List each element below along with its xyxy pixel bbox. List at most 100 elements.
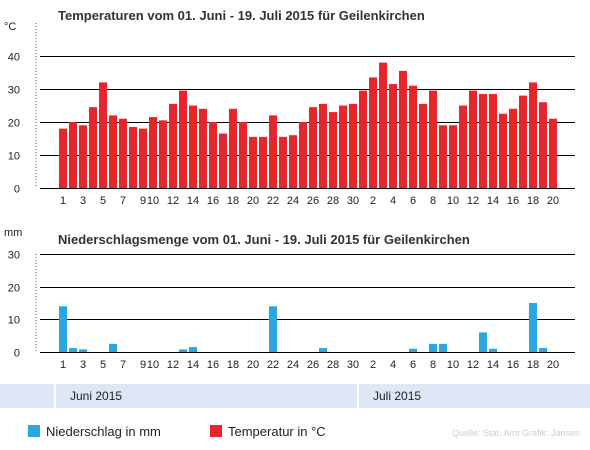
temperature-bar [109, 115, 117, 188]
x-tick-label: 14 [187, 195, 199, 207]
x-tick-label: 3 [80, 195, 86, 207]
x-tick-label: 30 [347, 195, 359, 207]
x-tick-label: 16 [207, 359, 219, 371]
temperature-bar [369, 77, 377, 188]
x-tick-label: 6 [410, 359, 416, 371]
precipitation-bar [429, 343, 437, 352]
legend-item-precipitation: Niederschlag in mm [28, 424, 161, 439]
x-tick-label: 7 [120, 359, 126, 371]
precipitation-bar [189, 347, 197, 352]
legend-item-temperature: Temperatur in °C [210, 424, 326, 439]
temperature-bar [129, 126, 137, 188]
temperature-bar [69, 122, 77, 188]
temperature-bar [359, 90, 367, 188]
x-tick-label: 20 [547, 195, 559, 207]
x-tick-label: 7 [120, 195, 126, 207]
x-tick-label: 20 [247, 195, 259, 207]
temperature-bar [149, 117, 157, 188]
temperature-bar [89, 107, 97, 188]
precipitation-bar [59, 306, 67, 352]
temperature-y-ticks: 0 10 20 30 40 [8, 52, 20, 196]
precipitation-bar [109, 343, 117, 352]
temperature-bar [539, 102, 547, 188]
legend-label-precipitation: Niederschlag in mm [46, 424, 161, 439]
temperature-unit-label: °C [4, 21, 16, 33]
temperature-bar [409, 85, 417, 188]
source-credit: Quelle: Stat. Amt Grafik: Jansen [451, 428, 580, 438]
temperature-bar [419, 103, 427, 188]
legend: Niederschlag in mm Temperatur in °C [0, 420, 590, 444]
temperature-bar [299, 122, 307, 188]
temperature-bar [159, 120, 167, 188]
temperature-bar [139, 128, 147, 188]
temperature-bar [119, 118, 127, 188]
temperature-bar [169, 103, 177, 188]
x-tick-label: 8 [430, 195, 436, 207]
temperature-x-ticks: 1 3 5 7 9 10 12 14 16 18 20 22 24 26 28 30 2 4 6 8 10 12 14 16 1… [60, 195, 559, 207]
temperature-bar [239, 122, 247, 188]
temperature-bar [399, 70, 407, 188]
x-tick-label: 18 [227, 359, 239, 371]
temperature-bar [259, 136, 267, 188]
precipitation-bar [179, 349, 187, 352]
x-tick-label: 14 [487, 359, 499, 371]
y-tick-label: 20 [8, 118, 20, 130]
temperature-bar [79, 125, 87, 188]
temperature-bar [349, 103, 357, 188]
precipitation-bar [529, 303, 537, 352]
precipitation-bar [479, 332, 487, 352]
x-tick-label: 20 [547, 359, 559, 371]
y-tick-label: 0 [14, 184, 20, 196]
month-label-july: Juli 2015 [359, 384, 590, 408]
temperature-bar [179, 90, 187, 188]
temperature-bar [469, 90, 477, 188]
precipitation-bar [319, 348, 327, 352]
x-tick-label: 12 [467, 359, 479, 371]
x-tick-label: 5 [100, 195, 106, 207]
temperature-bar [489, 93, 497, 188]
x-tick-label: 1 [60, 359, 66, 371]
x-tick-label: 24 [287, 359, 299, 371]
temperature-bar [289, 135, 297, 188]
temperature-bar [479, 93, 487, 188]
temperature-bar [229, 108, 237, 188]
temperature-bar [379, 62, 387, 188]
precipitation-bar [269, 306, 277, 352]
x-tick-label: 30 [347, 359, 359, 371]
x-tick-label: 6 [410, 195, 416, 207]
x-tick-label: 26 [307, 195, 319, 207]
x-tick-label: 16 [207, 195, 219, 207]
precipitation-bars [59, 303, 547, 352]
month-band-spacer [0, 384, 54, 408]
precipitation-chart-title: Niederschlagsmenge vom 01. Juni - 19. Ju… [58, 232, 470, 247]
x-tick-label: 16 [507, 195, 519, 207]
temperature-swatch [210, 425, 222, 437]
temperature-bar [519, 95, 527, 188]
x-tick-label: 8 [430, 359, 436, 371]
temperature-bar [529, 82, 537, 188]
x-tick-label: 16 [507, 359, 519, 371]
y-tick-label: 10 [8, 151, 20, 163]
chart-area: Temperaturen vom 01. Juni - 19. Juli 201… [4, 8, 575, 371]
temperature-bar [429, 90, 437, 188]
temperature-bar [99, 82, 107, 188]
temperature-bar [309, 107, 317, 188]
temperature-bar [509, 108, 517, 188]
temperature-bar [269, 115, 277, 188]
x-tick-label: 4 [390, 359, 396, 371]
x-tick-label: 24 [287, 195, 299, 207]
temperature-bar [209, 122, 217, 188]
temperature-bar [449, 125, 457, 188]
precipitation-y-ticks: 0 10 20 30 [8, 250, 20, 360]
temperature-bar [199, 108, 207, 188]
legend-label-temperature: Temperatur in °C [228, 424, 326, 439]
y-tick-label: 20 [8, 283, 20, 295]
temperature-bar [249, 136, 257, 188]
precipitation-bar [69, 348, 77, 352]
x-tick-label: 18 [227, 195, 239, 207]
temperature-bar [389, 84, 397, 188]
y-tick-label: 10 [8, 315, 20, 327]
x-tick-label: 22 [267, 195, 279, 207]
temperature-bar [219, 133, 227, 188]
x-tick-label: 2 [370, 195, 376, 207]
